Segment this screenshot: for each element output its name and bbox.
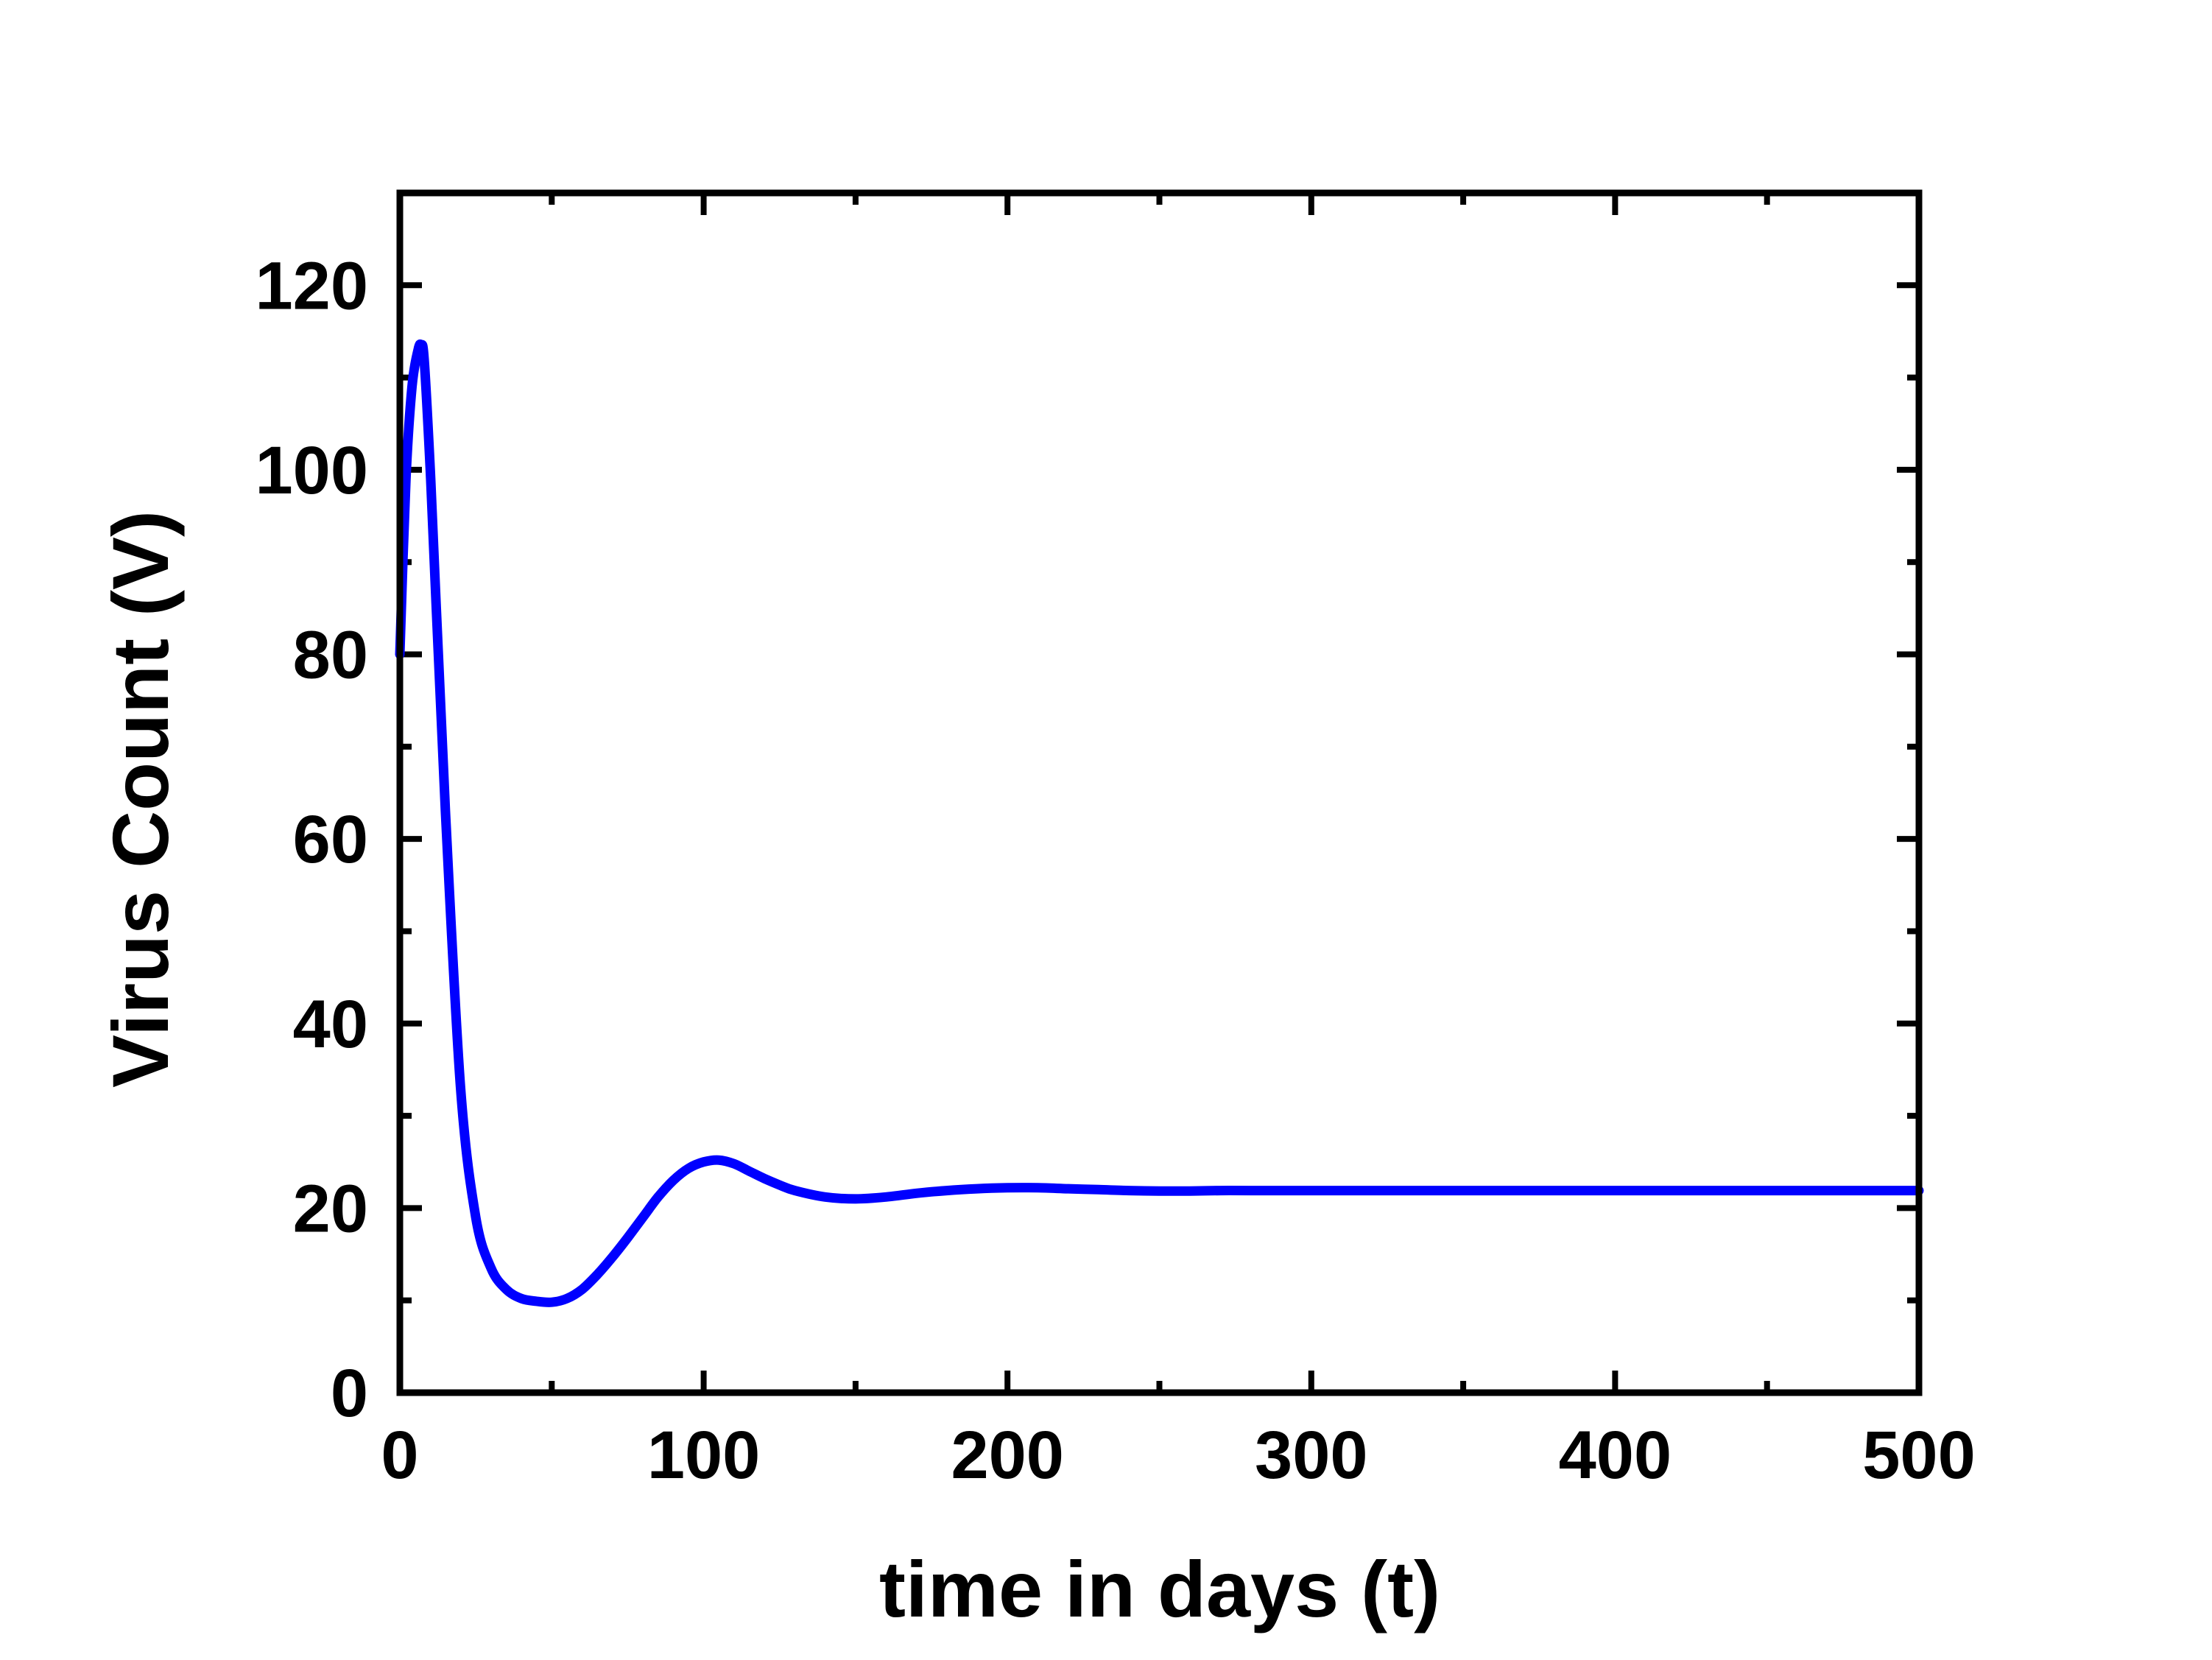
x-tick-label: 200 [951,1418,1064,1493]
y-tick-label: 40 [293,987,368,1062]
x-tick-labels: 0 100 200 300 400 500 [381,1418,1975,1493]
y-tick-label: 60 [293,802,368,877]
minor-ticks [400,193,1919,1393]
y-tick-labels: 0 20 40 60 80 100 120 [256,248,369,1431]
x-tick-label: 300 [1255,1418,1368,1493]
x-axis-title: time in days (t) [879,1544,1440,1633]
y-tick-label: 20 [293,1171,368,1246]
y-tick-label: 80 [293,618,368,693]
y-tick-label: 120 [256,248,369,323]
y-tick-label: 0 [331,1356,368,1431]
y-axis-title: Virus Count (V) [96,510,185,1088]
x-tick-label: 500 [1862,1418,1976,1493]
x-tick-label: 400 [1559,1418,1672,1493]
x-tick-label: 100 [647,1418,761,1493]
y-tick-label: 100 [256,433,369,508]
plot-frame [396,189,1923,1396]
virus-count-line [395,339,1924,1307]
x-tick-label: 0 [381,1418,418,1493]
major-ticks [397,193,1922,1396]
